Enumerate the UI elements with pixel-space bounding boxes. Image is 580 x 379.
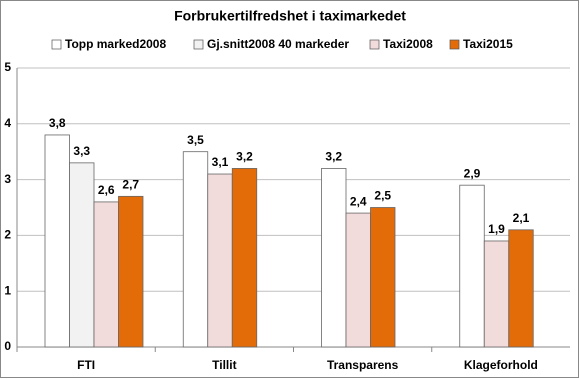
legend-swatch	[51, 39, 62, 50]
y-tick-label: 0	[4, 339, 11, 353]
bar	[69, 162, 95, 348]
legend-label: Gj.snitt2008 40 markeder	[207, 37, 349, 51]
value-label: 3,3	[73, 144, 90, 158]
bar	[459, 184, 485, 348]
chart-title: Forbrukertilfredshet i taximarkedet	[174, 8, 406, 24]
y-tick-label: 5	[4, 60, 11, 74]
value-label: 3,2	[325, 150, 342, 164]
value-label: 2,7	[122, 178, 139, 192]
value-label: 2,6	[98, 183, 115, 197]
legend-swatch	[193, 39, 204, 50]
legend-label: Taxi2015	[463, 37, 513, 51]
y-tick-label: 2	[4, 228, 11, 242]
legend-swatch	[369, 39, 380, 50]
x-tick-label: Klageforhold	[464, 358, 538, 372]
value-label: 3,2	[236, 150, 253, 164]
x-tick-label: Tillit	[212, 358, 236, 372]
bar	[231, 168, 258, 348]
value-label: 3,8	[49, 116, 66, 130]
bar	[93, 201, 119, 348]
legend-swatch	[449, 39, 460, 50]
x-tick-label: FTI	[77, 358, 95, 372]
legend-label: Topp marked2008	[65, 37, 166, 51]
value-label: 2,1	[513, 211, 530, 225]
bar	[370, 207, 396, 348]
bar	[483, 240, 510, 348]
bar	[118, 195, 144, 348]
value-label: 3,1	[212, 155, 229, 169]
bar	[321, 168, 347, 348]
y-tick-label: 1	[4, 283, 11, 297]
bar	[44, 134, 70, 348]
y-tick-label: 3	[4, 172, 11, 186]
legend-label: Taxi2008	[383, 37, 433, 51]
bar	[508, 229, 534, 348]
value-label: 2,5	[374, 189, 391, 203]
value-label: 1,9	[488, 222, 505, 236]
value-label: 2,4	[350, 194, 367, 208]
bar	[207, 173, 233, 348]
value-label: 3,5	[187, 133, 204, 147]
bar	[345, 212, 371, 348]
x-tick-label: Transparens	[327, 358, 399, 372]
value-label: 2,9	[464, 166, 481, 180]
bar	[182, 151, 209, 348]
y-tick-label: 4	[4, 116, 11, 130]
